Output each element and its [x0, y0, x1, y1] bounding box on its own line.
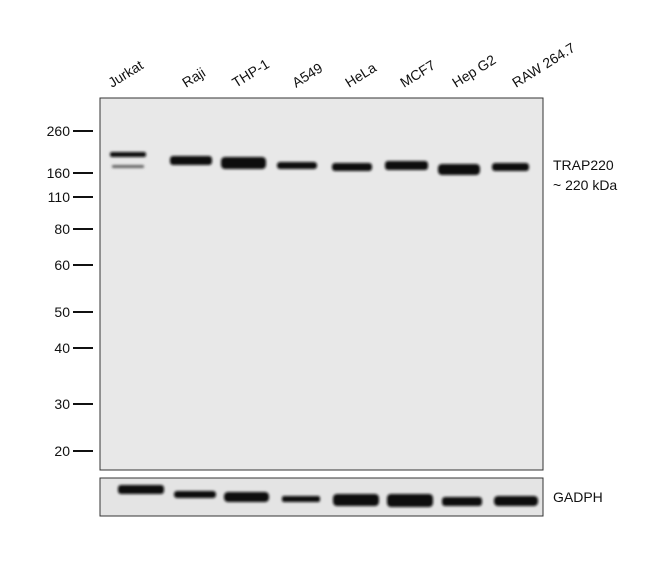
- band: [110, 152, 146, 157]
- marker-label: 80: [54, 221, 70, 237]
- band: [492, 163, 529, 171]
- band: [282, 496, 320, 502]
- marker-label: 20: [54, 443, 70, 459]
- loading-control-label: GADPH: [553, 489, 603, 505]
- band: [387, 494, 433, 507]
- band: [385, 161, 428, 170]
- band: [221, 157, 266, 169]
- band: [277, 162, 317, 169]
- band: [494, 496, 538, 506]
- band: [333, 494, 379, 506]
- marker-label: 60: [54, 257, 70, 273]
- band: [438, 164, 480, 175]
- marker-label: 110: [48, 189, 71, 205]
- marker-label: 160: [47, 165, 71, 181]
- marker-label: 260: [47, 123, 71, 139]
- bands: [110, 152, 538, 507]
- band: [112, 165, 144, 168]
- band: [174, 491, 216, 498]
- marker-label: 40: [54, 340, 70, 356]
- target-name: TRAP220: [553, 157, 614, 173]
- main-blot: [99, 97, 544, 471]
- band: [170, 156, 212, 165]
- band: [332, 163, 372, 171]
- band: [224, 492, 269, 502]
- target-size: ~ 220 kDa: [553, 177, 617, 193]
- marker-label: 50: [54, 304, 70, 320]
- band: [442, 497, 482, 506]
- band: [118, 485, 164, 494]
- marker-label: 30: [54, 396, 70, 412]
